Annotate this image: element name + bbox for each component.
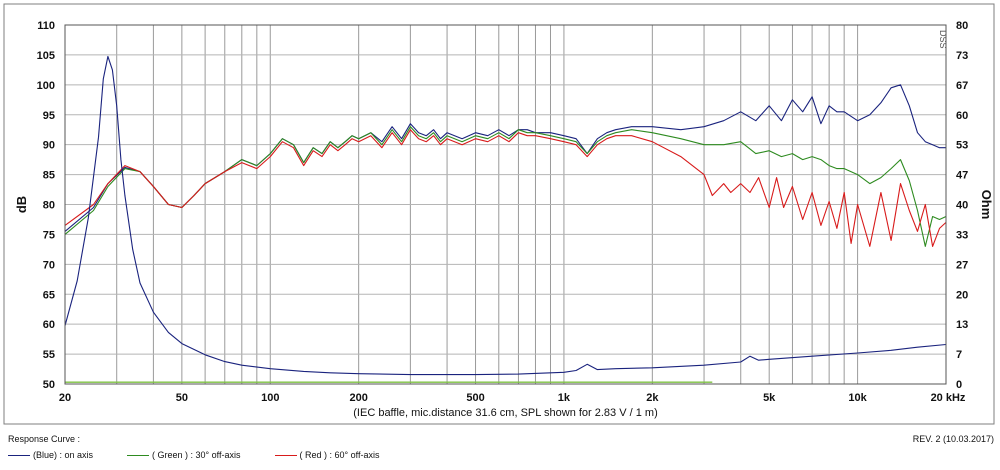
legend-label-red: ( Red ) : 60° off-axis bbox=[299, 450, 380, 460]
y2-tick-label: 53 bbox=[956, 140, 968, 152]
y2-tick-label: 60 bbox=[956, 110, 968, 122]
y2-tick-label: 40 bbox=[956, 200, 968, 212]
y-tick-label: 90 bbox=[43, 140, 55, 152]
y2-tick-label: 33 bbox=[956, 229, 968, 241]
x-tick-label: 20 bbox=[59, 392, 71, 404]
y-tick-label: 100 bbox=[37, 80, 55, 92]
y-tick-label: 70 bbox=[43, 259, 55, 271]
x-axis-label: (IEC baffle, mic.distance 31.6 cm, SPL s… bbox=[353, 407, 657, 419]
y2-tick-label: 20 bbox=[956, 289, 968, 301]
x-tick-label: 100 bbox=[261, 392, 279, 404]
y-tick-label: 95 bbox=[43, 110, 55, 122]
legend-swatch-red bbox=[274, 454, 297, 456]
chart-svg: 50 55 60 65 70 75 80 85 90 95 100 105 110 0 7 13 20 27 33 4… bbox=[3, 3, 995, 425]
y-tick-label: 80 bbox=[43, 200, 55, 212]
y-axis-label: dB bbox=[14, 196, 29, 213]
legend-swatch-blue bbox=[8, 454, 30, 456]
y-tick-label: 55 bbox=[43, 349, 55, 361]
x-tick-label: 20 kHz bbox=[931, 392, 966, 404]
y2-tick-label: 73 bbox=[956, 50, 968, 62]
legend-label-blue: (Blue) : on axis bbox=[33, 450, 94, 460]
legend: (Blue) : on axis ( Green ) : 30° off-axi… bbox=[8, 450, 413, 460]
x-tick-label: 2k bbox=[646, 392, 659, 404]
x-tick-label: 10k bbox=[848, 392, 867, 404]
series-line-2 bbox=[64, 129, 947, 247]
y2-tick-label: 0 bbox=[956, 379, 962, 391]
y2-tick-label: 47 bbox=[956, 170, 968, 182]
x-tick-label: 500 bbox=[466, 392, 484, 404]
y2-tick-label: 67 bbox=[956, 80, 968, 92]
y2-tick-label: 80 bbox=[956, 20, 968, 32]
y-tick-label: 65 bbox=[43, 289, 55, 301]
legend-item-red: ( Red ) : 60° off-axis bbox=[274, 450, 380, 460]
series-line-3 bbox=[64, 55, 947, 376]
legend-item-blue: (Blue) : on axis bbox=[8, 450, 93, 460]
legend-item-green: ( Green ) : 30° off-axis bbox=[127, 450, 241, 460]
legend-label-green: ( Green ) : 30° off-axis bbox=[152, 450, 241, 460]
y-tick-label: 75 bbox=[43, 229, 55, 241]
legend-swatch-green bbox=[127, 454, 150, 456]
vertical-tag: DSS bbox=[938, 30, 948, 49]
x-tick-label: 200 bbox=[349, 392, 367, 404]
y-tick-label: 85 bbox=[43, 170, 55, 182]
y-tick-label: 105 bbox=[37, 50, 55, 62]
plot-border bbox=[64, 24, 947, 385]
x-tick-label: 50 bbox=[176, 392, 188, 404]
y2-tick-label: 27 bbox=[956, 259, 968, 271]
x-tick-label: 1k bbox=[558, 392, 571, 404]
series-line-1 bbox=[64, 126, 947, 247]
y-tick-label: 110 bbox=[37, 20, 55, 32]
y-tick-label: 60 bbox=[43, 319, 55, 331]
frequency-response-chart: 50 55 60 65 70 75 80 85 90 95 100 105 110 0 7 13 20 27 33 4… bbox=[3, 3, 995, 425]
y2-tick-label: 13 bbox=[956, 319, 968, 331]
y2-tick-label: 7 bbox=[956, 349, 962, 361]
revision-label: REV. 2 (10.03.2017) bbox=[912, 434, 994, 444]
x-tick-label: 5k bbox=[763, 392, 776, 404]
y-tick-label: 50 bbox=[43, 379, 55, 391]
response-curve-label: Response Curve : bbox=[8, 434, 81, 444]
y2-axis-label: Ohm bbox=[979, 190, 994, 220]
